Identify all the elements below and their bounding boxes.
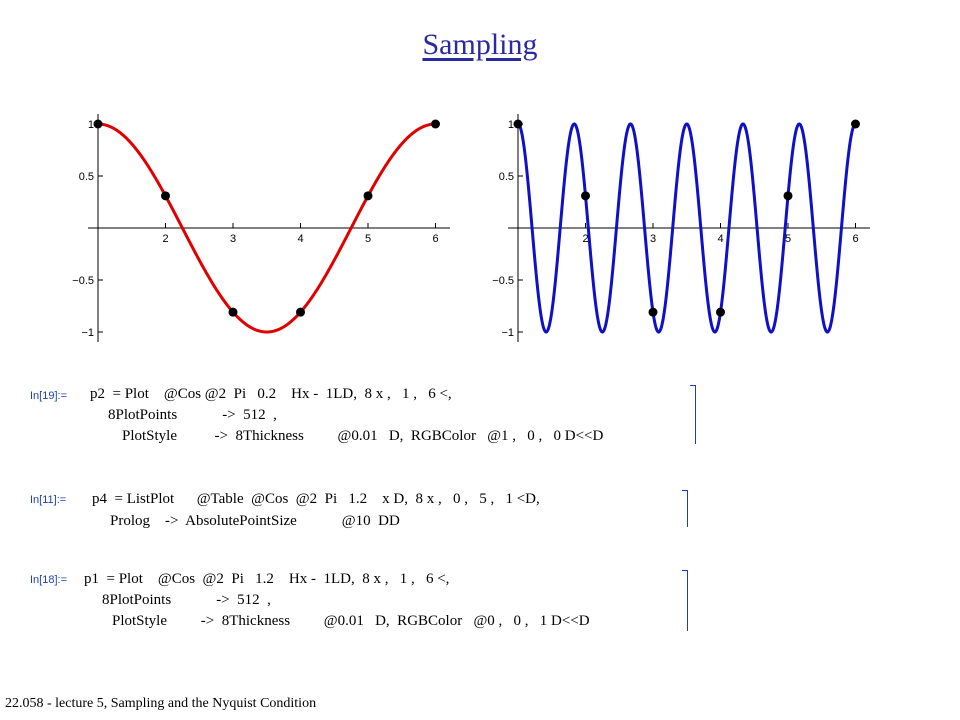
y-tick-label: 1 — [88, 119, 94, 131]
cell-prompt: In[11]:= — [30, 494, 67, 506]
sample-point — [851, 119, 860, 129]
code-cell-p1[interactable]: In[18]:= p1 = Plot @Cos @2 Pi 1.2 Hx - 1… — [30, 570, 690, 630]
code-line: Prolog -> AbsolutePointSize @10 DD — [110, 513, 400, 529]
code-line: p1 = Plot @Cos @2 Pi 1.2 Hx - 1LD, 8 x ,… — [84, 571, 450, 587]
y-tick-label: 1 — [508, 119, 514, 131]
curve-line — [97, 122, 436, 334]
cell-bracket[interactable] — [690, 385, 696, 444]
curve-line — [517, 122, 857, 334]
x-tick-label: 2 — [582, 233, 588, 245]
sample-point — [716, 307, 725, 317]
y-tick-label: −0.5 — [72, 275, 94, 287]
y-tick-label: −1 — [81, 327, 94, 339]
code-cell-p4[interactable]: In[11]:= p4 = ListPlot @Table @Cos @2 Pi… — [30, 490, 690, 530]
sample-point — [783, 191, 793, 201]
code-line: 8PlotPoints -> 512 , — [102, 592, 271, 608]
cell-bracket[interactable] — [682, 490, 688, 527]
sample-point — [228, 307, 238, 317]
sample-point — [161, 191, 170, 201]
blue-cosine-plot: 2 3 4 5 6 1 0.5 −0.5 −1 — [492, 114, 870, 342]
cell-bracket[interactable] — [682, 570, 688, 631]
x-tick-label: 5 — [365, 233, 371, 245]
sample-point — [93, 119, 103, 129]
code-line: p4 = ListPlot @Table @Cos @2 Pi 1.2 x D,… — [92, 491, 540, 507]
y-tick-label: 0.5 — [79, 171, 94, 183]
x-tick-label: 3 — [650, 233, 656, 245]
x-tick-label: 5 — [785, 233, 791, 245]
y-tick-label: −1 — [501, 327, 514, 339]
cell-prompt: In[19]:= — [30, 390, 68, 402]
footer-caption: 22.058 - lecture 5, Sampling and the Nyq… — [5, 696, 317, 711]
x-tick-label: 4 — [717, 233, 723, 245]
cell-prompt: In[18]:= — [30, 574, 68, 586]
sample-point — [513, 119, 523, 129]
y-tick-label: 0.5 — [499, 171, 514, 183]
x-tick-label: 4 — [297, 233, 303, 245]
x-tick-label: 2 — [162, 233, 168, 245]
sample-point — [581, 191, 590, 201]
sample-point — [431, 119, 440, 129]
slide-title: Sampling — [422, 28, 538, 61]
code-line: 8PlotPoints -> 512 , — [108, 407, 277, 423]
code-line: PlotStyle -> 8Thickness @0.01 D, RGBColo… — [112, 613, 590, 629]
code-line: p2 = Plot @Cos @2 Pi 0.2 Hx - 1LD, 8 x ,… — [90, 386, 452, 402]
code-line: PlotStyle -> 8Thickness @0.01 D, RGBColo… — [122, 428, 604, 444]
sample-point — [296, 307, 305, 317]
x-tick-label: 6 — [432, 233, 438, 245]
code-cell-p2[interactable]: In[19]:= p2 = Plot @Cos @2 Pi 0.2 Hx - 1… — [30, 385, 700, 445]
y-tick-label: −0.5 — [492, 275, 514, 287]
x-tick-label: 6 — [852, 233, 858, 245]
sample-point — [648, 307, 658, 317]
x-tick-label: 3 — [230, 233, 236, 245]
red-cosine-plot: 2 3 4 5 6 1 0.5 −0.5 −1 — [72, 114, 450, 342]
sample-point — [363, 191, 373, 201]
